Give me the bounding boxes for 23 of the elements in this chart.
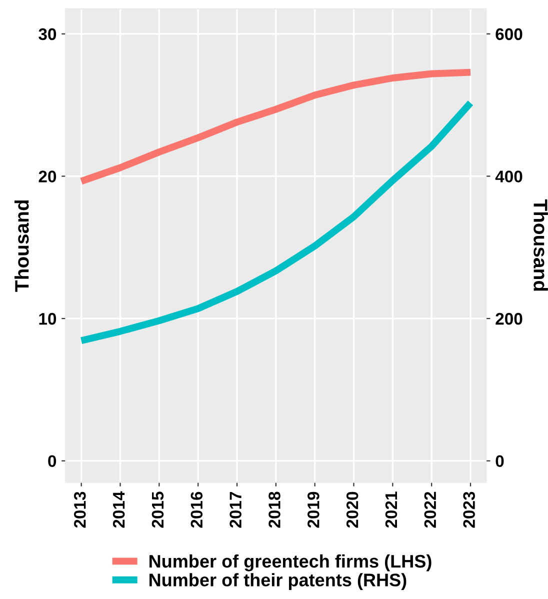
legend-label: Number of their patents (RHS)	[150, 573, 406, 590]
x-tick-label: 2018	[268, 492, 280, 528]
legend-label: Number of greentech firms (LHS)	[150, 554, 432, 572]
y2-axis-title: Thousand	[534, 199, 548, 291]
x-tick-label: 2023	[463, 492, 476, 528]
y2-tick-label: 200	[496, 312, 522, 325]
y-tick-label: 10	[39, 312, 56, 325]
y2-tick-label: 0	[496, 455, 504, 468]
y-tick-label: 20	[38, 170, 56, 182]
y2-tick-label: 400	[495, 170, 522, 182]
x-tick-label: 2013	[74, 492, 86, 528]
x-tick-label: 2017	[230, 492, 242, 528]
y-tick-label: 0	[48, 455, 56, 468]
x-tick-label: 2015	[152, 492, 164, 528]
y-axis-title: Thousand	[14, 200, 29, 292]
x-tick-label: 2020	[346, 492, 358, 528]
x-tick-label: 2016	[190, 492, 203, 528]
x-tick-label: 2022	[424, 492, 436, 528]
y-tick-label: 30	[38, 28, 56, 40]
y2-tick-label: 600	[496, 28, 522, 40]
x-tick-label: 2019	[308, 492, 320, 528]
x-tick-label: 2014	[112, 491, 125, 528]
x-tick-label: 2021	[385, 492, 398, 528]
